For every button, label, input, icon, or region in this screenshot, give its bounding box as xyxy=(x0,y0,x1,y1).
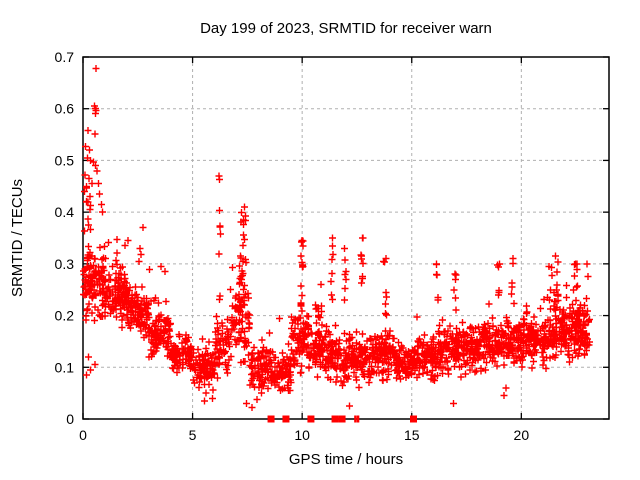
zero-flag-markers xyxy=(267,415,418,423)
zero-flag-square xyxy=(410,415,418,423)
x-axis-label: GPS time / hours xyxy=(289,451,403,468)
x-tick-label: 0 xyxy=(79,427,87,443)
y-axis-label: SRMTID / TECUs xyxy=(9,179,26,297)
zero-flag-square xyxy=(307,415,315,423)
zero-flag-square xyxy=(267,415,275,423)
y-tick-label: 0.1 xyxy=(55,359,75,375)
x-tick-label: 15 xyxy=(404,427,420,443)
x-tick-label: 5 xyxy=(189,427,197,443)
y-tick-label: 0.4 xyxy=(55,204,75,220)
zero-flag-square xyxy=(282,415,290,423)
y-tick-label: 0 xyxy=(66,411,74,427)
plot-border xyxy=(82,56,610,420)
scatter-points xyxy=(80,65,593,411)
y-tick-label: 0.6 xyxy=(55,101,75,117)
y-tick-label: 0.7 xyxy=(55,49,75,65)
y-tick-label: 0.2 xyxy=(55,308,75,324)
zero-flag-square-narrow xyxy=(354,415,357,423)
zero-flag-square-narrow xyxy=(356,415,360,423)
tick-labels: 0 5 10 15 20 0 0.1 0.2 0.3 0.4 0.5 0.6 0.7 xyxy=(55,49,530,443)
y-tick-label: 0.3 xyxy=(55,256,75,272)
x-tick-label: 20 xyxy=(514,427,530,443)
chart-title: Day 199 of 2023, SRMTID for receiver war… xyxy=(200,20,492,37)
srmtid-plus-markers xyxy=(80,65,593,411)
zero-flag-square xyxy=(331,415,339,423)
zero-flag-square xyxy=(338,415,346,423)
y-tick-label: 0.5 xyxy=(55,152,75,168)
x-tick-label: 10 xyxy=(294,427,310,443)
